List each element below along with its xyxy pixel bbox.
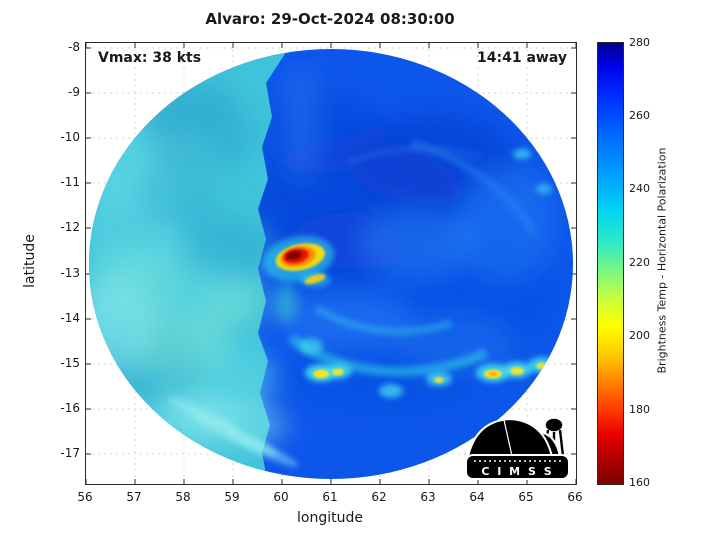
x-tick: 56 [77, 490, 93, 504]
colorbar-tick: 220 [629, 256, 650, 269]
swath-clip-group [89, 49, 573, 479]
deep-convection-core [263, 235, 335, 282]
x-tick: 61 [322, 490, 338, 504]
y-tick: -12 [60, 220, 80, 234]
colorbar-label: Brightness Temp - Horizontal Polarizatio… [655, 147, 669, 374]
x-tick: 57 [126, 490, 142, 504]
vmax-annotation: Vmax: 38 kts [98, 50, 202, 66]
y-axis-label: latitude [22, 234, 38, 288]
colorbar-tick: 260 [629, 109, 650, 122]
observatory-dome-icon [466, 417, 554, 458]
satellite-swath-image: C I M S S [86, 43, 576, 484]
axis-tick-marks [86, 43, 576, 484]
colorbar-tick: 180 [629, 403, 650, 416]
y-tick: -10 [60, 130, 80, 144]
x-tick: 59 [224, 490, 240, 504]
y-tick: -9 [68, 85, 80, 99]
water-tower-icon [544, 417, 564, 433]
y-tick: -15 [60, 356, 80, 370]
y-tick: -13 [60, 266, 80, 280]
x-tick: 66 [567, 490, 583, 504]
x-tick: 62 [371, 490, 387, 504]
x-axis-label: longitude [297, 510, 363, 526]
colorbar-tick: 160 [629, 476, 650, 489]
plot-area: C I M S S Vmax: 38 kts 14:41 away [85, 42, 577, 485]
y-tick: -14 [60, 311, 80, 325]
plot-title: Alvaro: 29-Oct-2024 08:30:00 [205, 10, 455, 28]
y-tick: -17 [60, 446, 80, 460]
colorbar-tick: 200 [629, 329, 650, 342]
y-tick: -8 [68, 40, 80, 54]
colorbar-tick: 280 [629, 36, 650, 49]
x-tick: 58 [175, 490, 191, 504]
x-tick: 63 [420, 490, 436, 504]
logo-banner [465, 454, 570, 480]
x-tick: 60 [273, 490, 289, 504]
time-away-annotation: 14:41 away [477, 50, 567, 66]
y-tick: -16 [60, 401, 80, 415]
cimss-logo: C I M S S [465, 417, 570, 480]
y-tick: -11 [60, 175, 80, 189]
x-tick: 65 [518, 490, 534, 504]
colorbar [597, 42, 624, 485]
colorbar-tick: 240 [629, 182, 650, 195]
cimss-logo-text: C I M S S [481, 465, 553, 478]
x-tick: 64 [469, 490, 485, 504]
